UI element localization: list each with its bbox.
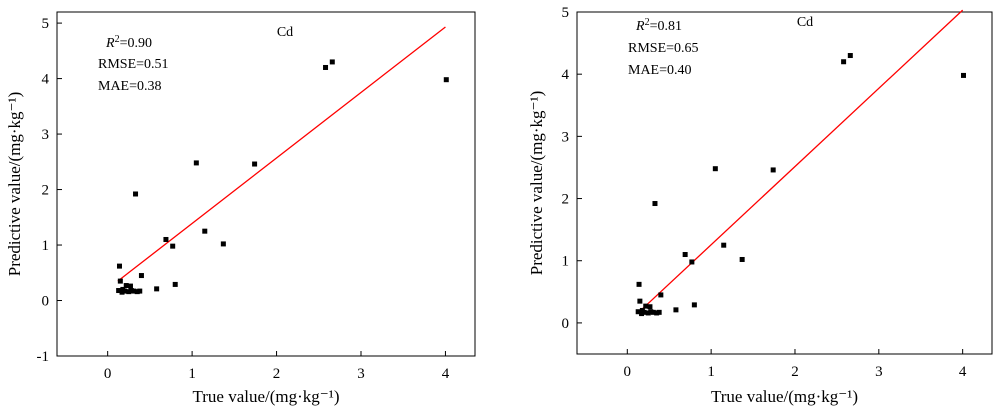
data-point (443, 77, 449, 83)
data-point (134, 289, 140, 295)
data-point (220, 241, 226, 247)
data-point (154, 286, 160, 292)
data-point (637, 298, 643, 304)
y-tick-label: 0 (42, 294, 50, 310)
data-point (117, 278, 123, 284)
data-point (689, 259, 695, 265)
chart-panel-1: 0 1 2 3 4 -1 0 1 2 3 4 5 True value/(mg·kg⁻¹) Predict… (5, 11, 476, 406)
x-tick-label: 4 (442, 366, 450, 382)
data-point (641, 309, 647, 315)
rmse-text: RMSE=0.51 (98, 57, 169, 72)
x-tick-label: 1 (188, 366, 196, 382)
x-axis-label: True value/(mg·kg⁻¹) (192, 387, 339, 406)
data-point (645, 310, 651, 316)
x-tick-label: 3 (875, 364, 883, 380)
data-point (127, 283, 133, 289)
r-squared-exponent: 2 (115, 34, 120, 45)
data-point (639, 311, 645, 317)
data-point (202, 228, 208, 234)
data-point (123, 283, 129, 289)
data-point (658, 292, 664, 298)
data-point (172, 281, 178, 287)
x-tick-label: 1 (707, 364, 715, 380)
y-tick-label: 1 (42, 238, 50, 254)
r-squared-value: =0.81 (650, 19, 682, 34)
chart-panel-2: 0 1 2 3 4 0 1 2 3 4 5 True value/(mg·kg⁻¹) Predictiv… (527, 5, 993, 406)
r-squared-text: R2=0.81 (635, 17, 682, 34)
data-point (131, 288, 137, 294)
data-point (650, 309, 656, 315)
data-point (126, 289, 132, 295)
r-squared-exponent: 2 (645, 17, 650, 28)
data-point (116, 263, 122, 269)
x-tick-label: 2 (791, 364, 799, 380)
data-point (170, 243, 176, 249)
data-point (329, 59, 335, 65)
data-point (691, 302, 697, 308)
y-tick-label: 4 (562, 67, 570, 83)
rmse-text: RMSE=0.65 (628, 41, 699, 56)
data-point (841, 59, 847, 65)
data-point (137, 288, 143, 294)
data-point (960, 72, 966, 78)
y-tick-label: 2 (42, 183, 50, 199)
data-point (643, 303, 649, 309)
regression-line (117, 26, 446, 282)
y-axis-label: Predictive value/(mg·kg⁻¹) (527, 91, 546, 276)
y-axis-label: Predictive value/(mg·kg⁻¹) (5, 92, 24, 277)
y-tick-label: 5 (42, 16, 50, 32)
mae-text: MAE=0.38 (98, 79, 162, 94)
x-tick-label: 0 (624, 364, 632, 380)
data-point (770, 167, 776, 173)
data-point (654, 310, 660, 316)
data-point (323, 64, 329, 70)
data-point (648, 309, 654, 315)
plot-frame (56, 11, 476, 357)
y-tick-label: 0 (562, 316, 570, 332)
data-point (739, 256, 745, 262)
data-point (193, 160, 199, 166)
data-point (656, 309, 662, 315)
data-point (721, 242, 727, 248)
x-axis-label: True value/(mg·kg⁻¹) (711, 387, 858, 406)
x-tick-label: 2 (273, 366, 281, 382)
data-point (138, 273, 144, 279)
y-tick-label: 2 (562, 192, 570, 208)
x-tick-label: 0 (104, 366, 112, 382)
data-point (163, 236, 169, 242)
r-squared-text: R2=0.90 (105, 34, 152, 51)
data-point (847, 53, 853, 59)
data-point (712, 166, 718, 172)
y-tick-label: 3 (562, 129, 570, 145)
data-point (682, 252, 688, 258)
data-point (252, 161, 258, 167)
plot-frame (576, 11, 993, 355)
y-tick-label: 4 (42, 72, 50, 88)
x-tick-label: 4 (959, 364, 967, 380)
data-point (133, 191, 139, 197)
y-tick-label: 5 (562, 5, 570, 21)
data-point (119, 289, 125, 295)
data-point (122, 288, 128, 294)
mae-text: MAE=0.40 (628, 63, 692, 78)
r-squared-symbol: R (105, 36, 115, 51)
chart-title: Cd (277, 25, 293, 40)
y-tick-label: 3 (42, 127, 50, 143)
data-point (635, 309, 641, 315)
data-point (673, 307, 679, 313)
data-point (647, 304, 653, 310)
r-squared-symbol: R (635, 19, 645, 34)
data-point (128, 288, 134, 294)
y-tick-label: 1 (562, 254, 570, 270)
chart-title: Cd (797, 15, 813, 30)
y-tick-label: -1 (37, 349, 50, 365)
data-point (116, 288, 122, 294)
data-point (652, 201, 658, 207)
r-squared-value: =0.90 (120, 36, 152, 51)
data-point (636, 281, 642, 287)
x-tick-label: 3 (357, 366, 365, 382)
